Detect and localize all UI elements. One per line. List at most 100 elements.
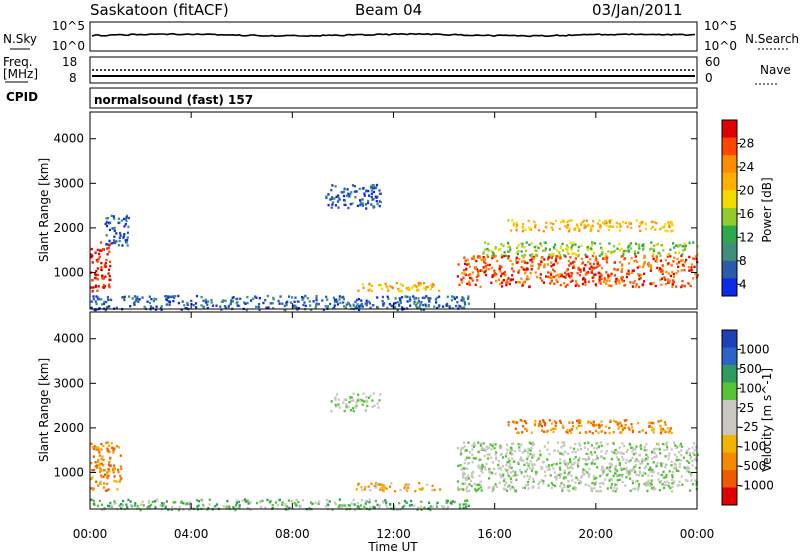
heatmap-cell — [113, 235, 116, 238]
heatmap-cell — [90, 255, 93, 259]
heatmap-cell — [297, 500, 300, 504]
heatmap-cell — [650, 267, 653, 270]
heatmap-cell — [378, 504, 381, 507]
heatmap-cell — [181, 300, 184, 303]
colorbar-segment — [722, 243, 737, 262]
heatmap-cell — [357, 289, 360, 292]
heatmap-cell — [357, 298, 361, 301]
heatmap-cell — [398, 502, 401, 505]
heatmap-cell — [462, 276, 465, 279]
heatmap-cell — [594, 273, 597, 276]
heatmap-cell — [101, 455, 104, 458]
colorbar-tick-label: 28 — [739, 136, 754, 150]
x-tick-label: 20:00 — [579, 527, 614, 541]
plot-title: Saskatoon (fitACF) — [90, 1, 229, 19]
heatmap-cell — [604, 219, 607, 223]
heatmap-cell — [483, 465, 486, 469]
colorbar-segment — [722, 120, 737, 139]
heatmap-cell — [633, 259, 636, 263]
heatmap-cell — [520, 459, 523, 462]
heatmap-cell — [677, 270, 680, 273]
y-tick-label: 2000 — [53, 221, 84, 235]
heatmap-cell — [680, 454, 683, 457]
heatmap-cell — [230, 300, 233, 304]
heatmap-cell — [593, 462, 596, 466]
heatmap-cell — [381, 287, 384, 290]
heatmap-cell — [620, 278, 623, 281]
heatmap-cell — [573, 457, 576, 461]
heatmap-cell — [582, 220, 585, 224]
heatmap-cell — [492, 485, 495, 488]
heatmap-cell — [499, 466, 502, 469]
heatmap-cell — [294, 296, 297, 299]
heatmap-cell — [605, 271, 608, 274]
heatmap-cell — [502, 278, 505, 282]
heatmap-cell — [348, 401, 351, 404]
colorbar-frame — [721, 329, 738, 506]
heatmap-cell — [525, 461, 528, 464]
heatmap-cell — [369, 506, 372, 509]
heatmap-cell — [642, 248, 645, 252]
heatmap-cell — [356, 303, 359, 306]
heatmap-cell — [670, 263, 673, 267]
heatmap-cell — [635, 480, 638, 483]
heatmap-cell — [571, 463, 574, 467]
heatmap-cell — [638, 430, 641, 434]
heatmap-cell — [547, 466, 550, 469]
heatmap-cell — [512, 442, 515, 445]
heatmap-cell — [133, 504, 136, 507]
heatmap-cell — [644, 431, 648, 434]
heatmap-cell — [592, 280, 595, 283]
heatmap-cell — [384, 499, 387, 502]
heatmap-cell — [659, 267, 662, 270]
heatmap-cell — [463, 272, 467, 275]
heatmap-cell — [652, 257, 655, 260]
heatmap-cell — [494, 453, 497, 456]
heatmap-cell — [188, 502, 191, 505]
heatmap-cell — [119, 231, 122, 235]
heatmap-cell — [528, 228, 532, 232]
heatmap-cell — [683, 242, 686, 246]
heatmap-cell — [590, 451, 593, 454]
heatmap-cell — [650, 483, 653, 486]
heatmap-cell — [689, 489, 692, 492]
heatmap-cell — [486, 247, 489, 251]
heatmap-cell — [471, 271, 474, 274]
heatmap-cell — [507, 474, 510, 478]
heatmap-cell — [644, 457, 648, 460]
heatmap-cell — [349, 203, 352, 206]
heatmap-cell — [349, 193, 352, 196]
heatmap-cell — [673, 246, 676, 249]
heatmap-cell — [617, 279, 620, 282]
heatmap-cell — [610, 486, 613, 489]
heatmap-cell — [518, 281, 521, 284]
heatmap-cell — [518, 449, 521, 452]
heatmap-cell — [567, 219, 571, 223]
heatmap-cell — [215, 503, 219, 506]
heatmap-cell — [638, 245, 641, 248]
heatmap-cell — [497, 459, 500, 463]
heatmap-cell — [620, 275, 623, 279]
heatmap-cell — [417, 281, 420, 285]
heatmap-cell — [108, 243, 111, 247]
power-colorbar-label: Power [dB] — [760, 177, 774, 242]
heatmap-cell — [577, 245, 580, 249]
heatmap-cell — [470, 484, 473, 488]
heatmap-cell — [663, 480, 666, 484]
heatmap-cell — [373, 484, 376, 488]
heatmap-cell — [591, 242, 594, 245]
heatmap-cell — [579, 270, 582, 273]
heatmap-cell — [694, 255, 698, 258]
heatmap-cell — [473, 258, 476, 261]
y-tick-label: 1000 — [53, 265, 84, 279]
heatmap-cell — [635, 473, 638, 476]
heatmap-cell — [595, 424, 598, 427]
heatmap-cell — [460, 468, 463, 471]
heatmap-cell — [534, 419, 537, 423]
heatmap-cell — [476, 488, 479, 492]
heatmap-cell — [587, 271, 590, 274]
heatmap-cell — [661, 271, 664, 274]
heatmap-cell — [254, 295, 257, 298]
heatmap-cell — [572, 264, 575, 267]
heatmap-cell — [325, 295, 328, 299]
